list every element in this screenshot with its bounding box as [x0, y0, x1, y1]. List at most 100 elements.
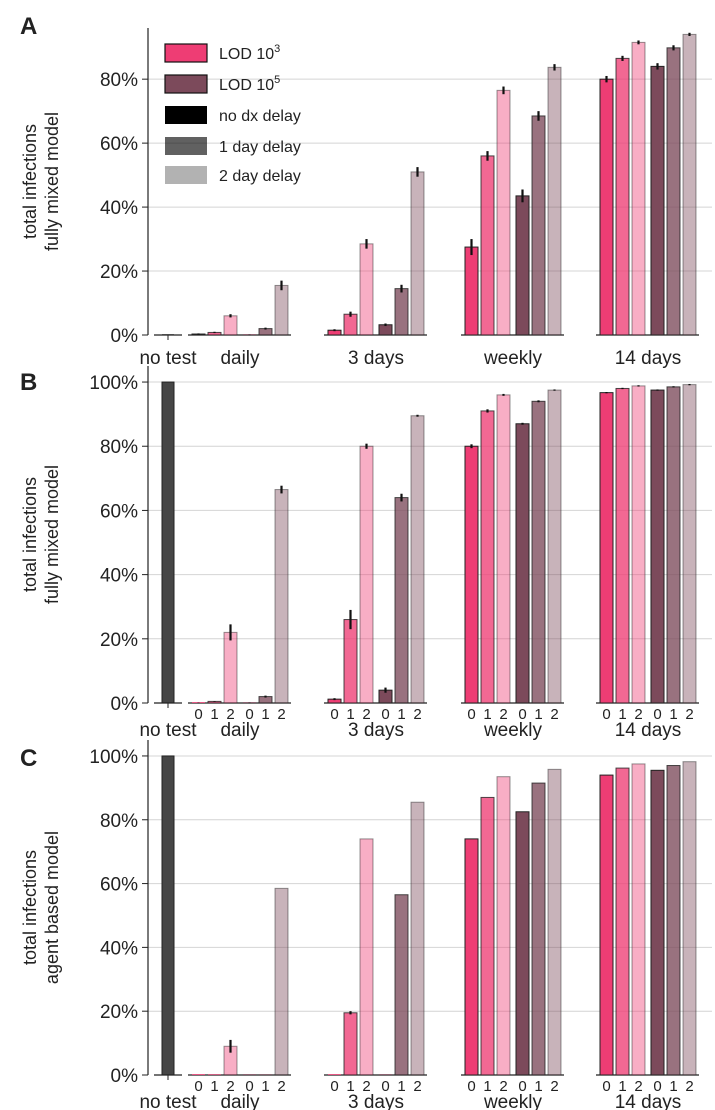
delay-tick-label: 1: [261, 1078, 269, 1095]
y-tick-label: 80%: [100, 811, 138, 832]
bar-lod3-delay0: [464, 445, 479, 704]
y-axis-label-line: total infections: [20, 124, 40, 239]
bar-lod5-delay2: [547, 768, 562, 1076]
bar-lod3-delay1: [480, 796, 495, 1076]
bar-lod5-delay1: [531, 115, 546, 336]
y-tick-label: 100%: [89, 747, 138, 768]
bar-lod3-delay0: [599, 392, 614, 704]
bar-lod5-delay1: [394, 288, 409, 336]
delay-tick-label: 0: [602, 1078, 610, 1095]
legend-label: 1 day delay: [219, 139, 301, 156]
y-tick-label: 20%: [100, 262, 138, 283]
delay-tick-label: 1: [346, 706, 354, 723]
delay-tick-label: 1: [261, 706, 269, 723]
y-tick-label: 80%: [100, 437, 138, 458]
legend-swatch: [165, 137, 207, 155]
delay-tick-label: 1: [397, 1078, 405, 1095]
bar-lod3-delay0: [599, 774, 614, 1076]
bar-lod3-delay1: [480, 155, 495, 336]
bar-lod5-delay2: [410, 801, 425, 1076]
y-tick-label: 60%: [100, 134, 138, 155]
delay-tick-label: 1: [618, 1078, 626, 1095]
y-axis-label-line: fully mixed model: [42, 112, 62, 251]
bar-lod5-delay0: [243, 702, 256, 703]
y-axis-label-line: fully mixed model: [42, 465, 62, 604]
bar-lod3-delay0: [599, 78, 614, 336]
bar-lod5-delay0: [650, 389, 665, 704]
group-label: no test: [139, 1092, 197, 1110]
group-label: weekly: [483, 720, 543, 741]
panel-a: A 0% 20% 40% 60% 80% total infections fully mix…: [20, 13, 712, 369]
delay-tick-label: 1: [483, 706, 491, 723]
delay-tick-label: 0: [381, 1078, 389, 1095]
delay-tick-label: 1: [397, 706, 405, 723]
bar-lod5-delay2: [410, 171, 425, 336]
legend-label-text: LOD 10: [219, 46, 274, 63]
y-axis-label: total infections fully mixed model: [20, 112, 62, 251]
bar-lod3-delay1: [343, 619, 358, 704]
delay-tick-label: 0: [653, 1078, 661, 1095]
delay-tick-label: 2: [499, 1078, 507, 1095]
bar-lod3-delay1: [343, 1012, 358, 1076]
legend-swatch: [164, 43, 208, 63]
bar-lod3-delay2: [631, 41, 646, 336]
group-label: weekly: [483, 1092, 543, 1110]
delay-tick-label: 0: [602, 706, 610, 723]
bar-lod3-delay1: [615, 767, 630, 1076]
delay-tick-label: 0: [194, 1078, 202, 1095]
delay-tick-label: 2: [413, 1078, 421, 1095]
y-tick-label: 20%: [100, 630, 138, 651]
legend-label: 2 day delay: [219, 168, 301, 185]
y-axis-label: total infections fully mixed model: [20, 465, 62, 604]
bar-lod5-delay0: [378, 324, 393, 336]
group-label: 3 days: [348, 720, 404, 741]
bar-lod5-delay2: [274, 284, 289, 336]
delay-tick-label: 2: [550, 706, 558, 723]
bar-lod3-delay1: [480, 410, 495, 704]
delay-tick-label: 2: [634, 706, 642, 723]
y-axis-label-line: agent based model: [42, 831, 62, 984]
panel-letter: B: [20, 369, 37, 396]
delay-tick-label: 0: [245, 1078, 253, 1095]
bar-lod3-delay1: [343, 313, 358, 336]
delay-tick-label: 0: [518, 1078, 526, 1095]
delay-tick-label: 2: [277, 1078, 285, 1095]
bar-lod5-delay0: [243, 1074, 256, 1075]
legend-label: LOD 103: [219, 43, 280, 63]
bar-lod3-delay1: [615, 387, 630, 704]
group-label: daily: [220, 1092, 260, 1110]
bar-no-test: [161, 381, 175, 704]
delay-tick-label: 2: [362, 1078, 370, 1095]
legend-label-superscript: 5: [274, 74, 280, 86]
legend-swatch: [164, 74, 208, 94]
y-tick-label: 40%: [100, 938, 138, 959]
delay-tick-label: 1: [483, 1078, 491, 1095]
bar-lod5-delay2: [274, 887, 289, 1076]
group-label: daily: [220, 720, 260, 741]
group-label: weekly: [483, 348, 543, 369]
y-axis-label-line: total infections: [20, 850, 40, 965]
delay-tick-label: 0: [330, 706, 338, 723]
bar-lod5-delay0: [515, 811, 530, 1076]
y-tick-label: 0%: [111, 326, 139, 347]
bar-lod5-delay1: [531, 782, 546, 1076]
y-tick-label: 100%: [89, 373, 138, 394]
group-label: 14 days: [615, 348, 682, 369]
bar-lod5-delay2: [274, 489, 289, 704]
bar-lod3-delay0: [192, 1074, 205, 1075]
bar-lod3-delay2: [359, 838, 374, 1076]
group-label: daily: [220, 348, 260, 369]
legend-label: LOD 105: [219, 74, 280, 94]
bar-lod5-delay0: [243, 334, 256, 335]
y-tick-label: 40%: [100, 198, 138, 219]
delay-tick-label: 2: [499, 706, 507, 723]
delay-tick-label: 1: [534, 1078, 542, 1095]
delay-tick-label: 0: [467, 706, 475, 723]
group-label: no test: [139, 348, 197, 369]
legend-label-text: 1 day delay: [219, 139, 301, 156]
bar-lod3-delay2: [223, 315, 238, 336]
delay-tick-label: 0: [194, 706, 202, 723]
bar-lod5-delay1: [394, 894, 409, 1076]
